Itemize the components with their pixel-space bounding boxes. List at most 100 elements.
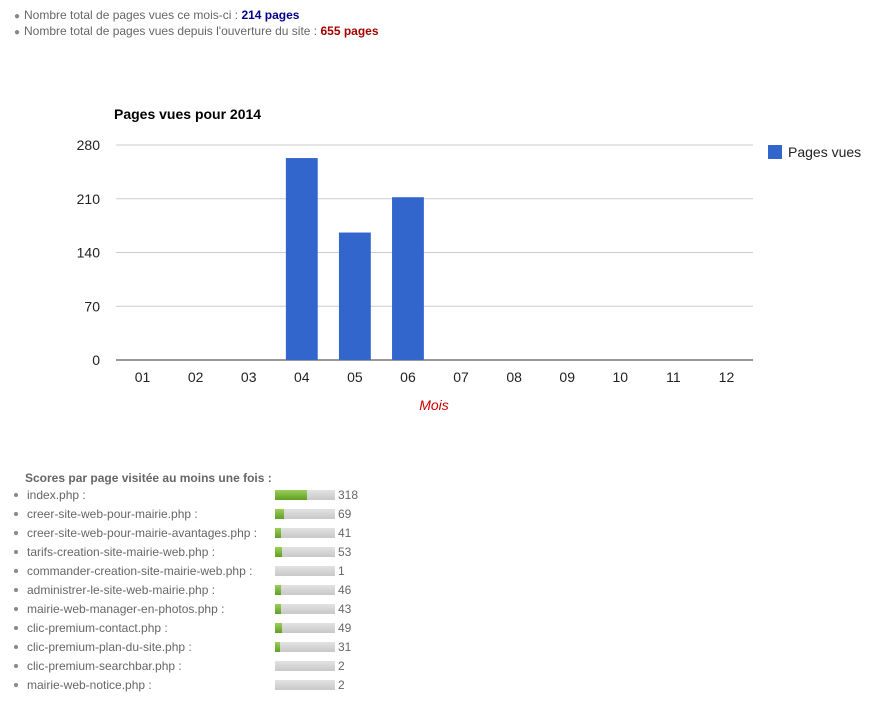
page-name: creer-site-web-pour-mairie-avantages.php… [27, 526, 257, 540]
score-value: 2 [338, 678, 345, 692]
score-bar [275, 604, 335, 614]
summary-total: ● Nombre total de pages vues depuis l'ouv… [14, 24, 379, 40]
score-value: 69 [338, 507, 351, 521]
score-row: clic-premium-contact.php : 49 [14, 619, 414, 638]
bullet-icon [14, 683, 18, 687]
bullet-icon [14, 645, 18, 649]
page-name: clic-premium-plan-du-site.php : [27, 640, 192, 654]
score-bar [275, 661, 335, 671]
legend-swatch [768, 145, 782, 159]
page-name: index.php : [27, 488, 86, 502]
score-bar-fill [275, 604, 281, 614]
score-value: 318 [338, 488, 358, 502]
score-value: 31 [338, 640, 351, 654]
bar-05 [339, 233, 371, 360]
bullet-icon [14, 512, 18, 516]
score-value: 49 [338, 621, 351, 635]
y-tick-label: 280 [77, 137, 101, 153]
score-row: tarifs-creation-site-mairie-web.php : 53 [14, 543, 414, 562]
y-tick-label: 70 [84, 298, 100, 314]
score-bar-fill [275, 585, 281, 595]
x-tick-label: 11 [666, 369, 681, 385]
score-bar [275, 680, 335, 690]
score-bar-fill [275, 642, 280, 652]
score-value: 46 [338, 583, 351, 597]
score-row: creer-site-web-pour-mairie.php : 69 [14, 505, 414, 524]
page-name: administrer-le-site-web-mairie.php : [27, 583, 215, 597]
score-row: creer-site-web-pour-mairie-avantages.php… [14, 524, 414, 543]
x-tick-label: 02 [188, 369, 204, 385]
y-tick-label: 0 [92, 352, 100, 368]
bullet-icon [14, 493, 18, 497]
score-value: 1 [338, 564, 345, 578]
bullet-icon: ● [14, 9, 24, 24]
score-bar-fill [275, 509, 284, 519]
score-bar [275, 490, 335, 500]
month-value: 214 pages [241, 8, 299, 22]
bullet-icon [14, 607, 18, 611]
score-bar [275, 566, 335, 576]
score-value: 43 [338, 602, 351, 616]
score-row: clic-premium-plan-du-site.php : 31 [14, 638, 414, 657]
page-name: mairie-web-notice.php : [27, 678, 152, 692]
score-bar-fill [275, 547, 282, 557]
x-tick-label: 10 [613, 369, 629, 385]
score-row: commander-creation-site-mairie-web.php :… [14, 562, 414, 581]
legend-label: Pages vues [788, 144, 861, 160]
bullet-icon [14, 550, 18, 554]
x-axis-ticks: 01 02 03 04 05 06 07 08 09 10 11 12 [135, 369, 735, 385]
total-value: 655 pages [320, 24, 378, 38]
summary-month: ● Nombre total de pages vues ce mois-ci :… [14, 8, 379, 24]
summary: ● Nombre total de pages vues ce mois-ci :… [14, 8, 379, 40]
bullet-icon: ● [14, 25, 24, 40]
bullet-icon [14, 569, 18, 573]
score-bar-fill [275, 490, 307, 500]
x-axis-label: Mois [419, 397, 449, 413]
x-tick-label: 05 [347, 369, 363, 385]
score-bar [275, 623, 335, 633]
score-row: clic-premium-searchbar.php : 2 [14, 657, 414, 676]
x-tick-label: 01 [135, 369, 151, 385]
chart-grid [116, 145, 753, 360]
page-name: clic-premium-searchbar.php : [27, 659, 182, 673]
score-bar [275, 585, 335, 595]
x-tick-label: 08 [506, 369, 522, 385]
x-tick-label: 09 [559, 369, 575, 385]
score-value: 41 [338, 526, 351, 540]
bullet-icon [14, 664, 18, 668]
score-row: mairie-web-notice.php : 2 [14, 676, 414, 695]
score-value: 53 [338, 545, 351, 559]
y-tick-label: 210 [77, 191, 101, 207]
bar-06 [392, 197, 424, 360]
y-axis-ticks: 0 70 140 210 280 [77, 137, 101, 368]
x-tick-label: 07 [453, 369, 469, 385]
score-row: administrer-le-site-web-mairie.php : 46 [14, 581, 414, 600]
page-name: creer-site-web-pour-mairie.php : [27, 507, 198, 521]
page-name: tarifs-creation-site-mairie-web.php : [27, 545, 215, 559]
total-label: Nombre total de pages vues depuis l'ouve… [24, 24, 320, 38]
score-bar [275, 642, 335, 652]
chart-bars [286, 158, 424, 360]
score-bar-fill [275, 623, 282, 633]
bar-04 [286, 158, 318, 360]
score-bar [275, 528, 335, 538]
page-name: commander-creation-site-mairie-web.php : [27, 564, 252, 578]
score-bar [275, 509, 335, 519]
month-label: Nombre total de pages vues ce mois-ci : [24, 8, 241, 22]
x-tick-label: 06 [400, 369, 416, 385]
bullet-icon [14, 531, 18, 535]
score-row: mairie-web-manager-en-photos.php : 43 [14, 600, 414, 619]
score-value: 2 [338, 659, 345, 673]
y-tick-label: 140 [77, 245, 101, 261]
x-tick-label: 03 [241, 369, 257, 385]
score-bar-fill [275, 528, 281, 538]
chart-title: Pages vues pour 2014 [114, 106, 261, 122]
score-row: index.php : 318 [14, 486, 414, 505]
scores-title: Scores par page visitée au moins une foi… [25, 471, 272, 485]
bullet-icon [14, 626, 18, 630]
bullet-icon [14, 588, 18, 592]
x-tick-label: 04 [294, 369, 310, 385]
score-bar [275, 547, 335, 557]
page-name: clic-premium-contact.php : [27, 621, 168, 635]
